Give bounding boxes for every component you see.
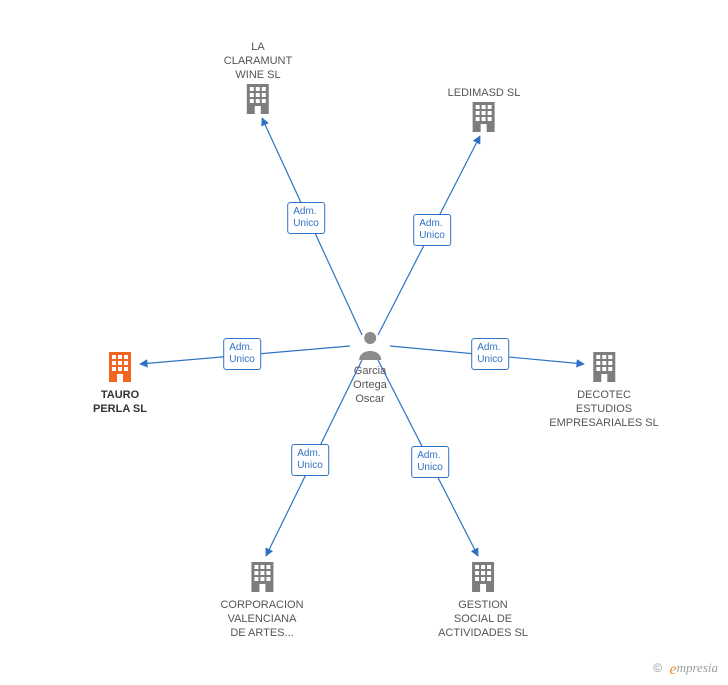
edge-label: Adm. Unico [291,444,329,476]
edge-label: Adm. Unico [471,338,509,370]
company-node-label: GESTION SOCIAL DE ACTIVIDADES SL [438,598,528,640]
edge-label: Adm. Unico [413,214,451,246]
center-node-person[interactable]: Garcia Ortega Oscar [353,330,387,406]
building-icon [93,350,147,384]
company-node-label: TAURO PERLA SL [93,388,147,416]
edge-label: Adm. Unico [223,338,261,370]
company-node-corporacion[interactable]: CORPORACION VALENCIANA DE ARTES... [220,560,303,640]
company-node-label: LEDIMASD SL [448,86,521,100]
company-node-decotec[interactable]: DECOTEC ESTUDIOS EMPRESARIALES SL [549,350,658,430]
building-icon [549,350,658,384]
building-icon [448,100,521,134]
company-node-la-claramunt[interactable]: LA CLARAMUNT WINE SL [224,36,292,116]
center-node-label: Garcia Ortega Oscar [353,364,387,406]
diagram-canvas: Garcia Ortega Oscar LA CLARAMUNT WINE SL L… [0,0,728,685]
company-node-ledimasd[interactable]: LEDIMASD SL [448,82,521,134]
watermark: © empresia [653,660,718,679]
edge-label: Adm. Unico [411,446,449,478]
brand-logo-e: e [669,661,676,678]
edge-label: Adm. Unico [287,202,325,234]
building-icon [224,82,292,116]
building-icon [438,560,528,594]
company-node-label: CORPORACION VALENCIANA DE ARTES... [220,598,303,640]
brand-logo-rest: mpresia [677,660,718,675]
company-node-tauro[interactable]: TAURO PERLA SL [93,350,147,416]
person-icon [353,330,387,360]
company-node-gestion[interactable]: GESTION SOCIAL DE ACTIVIDADES SL [438,560,528,640]
building-icon [220,560,303,594]
copyright-symbol: © [653,661,662,675]
company-node-label: DECOTEC ESTUDIOS EMPRESARIALES SL [549,388,658,430]
company-node-label: LA CLARAMUNT WINE SL [224,40,292,82]
